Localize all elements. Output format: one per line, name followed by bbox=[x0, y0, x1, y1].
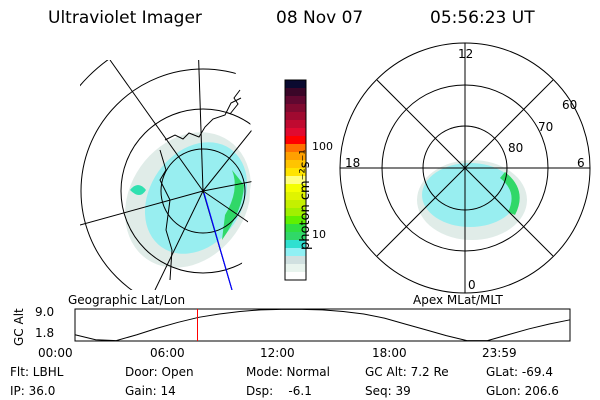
geographic-map bbox=[80, 60, 254, 290]
instrument-title: Ultraviolet Imager bbox=[48, 8, 202, 28]
mlt-0: 0 bbox=[468, 278, 476, 292]
colorbar-label: photon cm⁻²s⁻¹ bbox=[298, 149, 313, 250]
colorbar-segment bbox=[285, 120, 306, 129]
colorbar-segment bbox=[285, 240, 306, 249]
info-ip: IP: 36.0 bbox=[10, 384, 56, 398]
colorbar-segment bbox=[285, 264, 306, 273]
colorbar-segment bbox=[285, 184, 306, 193]
mlt-6: 6 bbox=[577, 156, 585, 170]
y-tick-9: 9.0 bbox=[35, 305, 55, 319]
left-panel-label: Geographic Lat/Lon bbox=[68, 293, 186, 307]
colorbar-segment bbox=[285, 248, 306, 257]
colorbar-segment bbox=[285, 256, 306, 265]
colorbar-segment bbox=[285, 176, 306, 185]
colorbar-segment bbox=[285, 144, 306, 153]
colorbar-segment bbox=[285, 200, 306, 209]
x-tick-12: 12:00 bbox=[260, 346, 295, 360]
info-door: Door: Open bbox=[125, 365, 194, 379]
colorbar-tick-100: 100 bbox=[312, 140, 333, 153]
mlat-60: 60 bbox=[562, 98, 578, 112]
aurora-oval bbox=[144, 142, 248, 254]
x-tick-18: 18:00 bbox=[372, 346, 407, 360]
colorbar-segment bbox=[285, 224, 306, 233]
y-tick-1.8: 1.8 bbox=[35, 326, 55, 340]
colorbar-segment bbox=[285, 208, 306, 217]
x-tick-24: 23:59 bbox=[482, 346, 517, 360]
altitude-plot-frame bbox=[74, 308, 571, 342]
colorbar-segment bbox=[285, 272, 306, 281]
colorbar-segment bbox=[285, 232, 306, 241]
colorbar-segment bbox=[285, 216, 306, 225]
info-glon: GLon: 206.6 bbox=[486, 384, 559, 398]
altitude-series-line bbox=[74, 308, 571, 342]
mlt-18: 18 bbox=[345, 156, 361, 170]
colorbar-segment bbox=[285, 96, 306, 105]
colorbar-segment bbox=[285, 168, 306, 177]
colorbar-segment bbox=[285, 88, 306, 97]
x-tick-6: 06:00 bbox=[150, 346, 185, 360]
y-axis-label: GC Alt bbox=[12, 308, 26, 346]
colorbar-segment bbox=[285, 152, 306, 161]
satellite-direction-line bbox=[203, 192, 233, 290]
info-seq: Seq: 39 bbox=[365, 384, 411, 398]
info-gc-alt: GC Alt: 7.2 Re bbox=[365, 365, 449, 379]
info-dsp: Dsp: -6.1 bbox=[246, 384, 312, 398]
colorbar-tick-10: 10 bbox=[312, 228, 326, 241]
info-filter: Flt: LBHL bbox=[10, 365, 64, 379]
colorbar-segment bbox=[285, 160, 306, 169]
colorbar-segment bbox=[285, 112, 306, 121]
x-tick-0: 00:00 bbox=[38, 346, 73, 360]
mlt-12: 12 bbox=[458, 47, 474, 61]
colorbar bbox=[285, 80, 306, 281]
polar-plot bbox=[339, 42, 591, 294]
info-gain: Gain: 14 bbox=[125, 384, 176, 398]
right-panel-label: Apex MLat/MLT bbox=[413, 293, 503, 307]
colorbar-segment bbox=[285, 192, 306, 201]
lat-lon-grid bbox=[80, 60, 254, 290]
info-glat: GLat: -69.4 bbox=[486, 365, 553, 379]
colorbar-segment bbox=[285, 136, 306, 145]
info-mode: Mode: Normal bbox=[246, 365, 330, 379]
colorbar-segment bbox=[285, 104, 306, 113]
colorbar-segment bbox=[285, 80, 306, 89]
mlat-80: 80 bbox=[508, 141, 524, 155]
colorbar-segment bbox=[285, 128, 306, 137]
date: 08 Nov 07 bbox=[276, 8, 364, 28]
mlat-70: 70 bbox=[538, 120, 554, 134]
time: 05:56:23 UT bbox=[430, 8, 535, 28]
